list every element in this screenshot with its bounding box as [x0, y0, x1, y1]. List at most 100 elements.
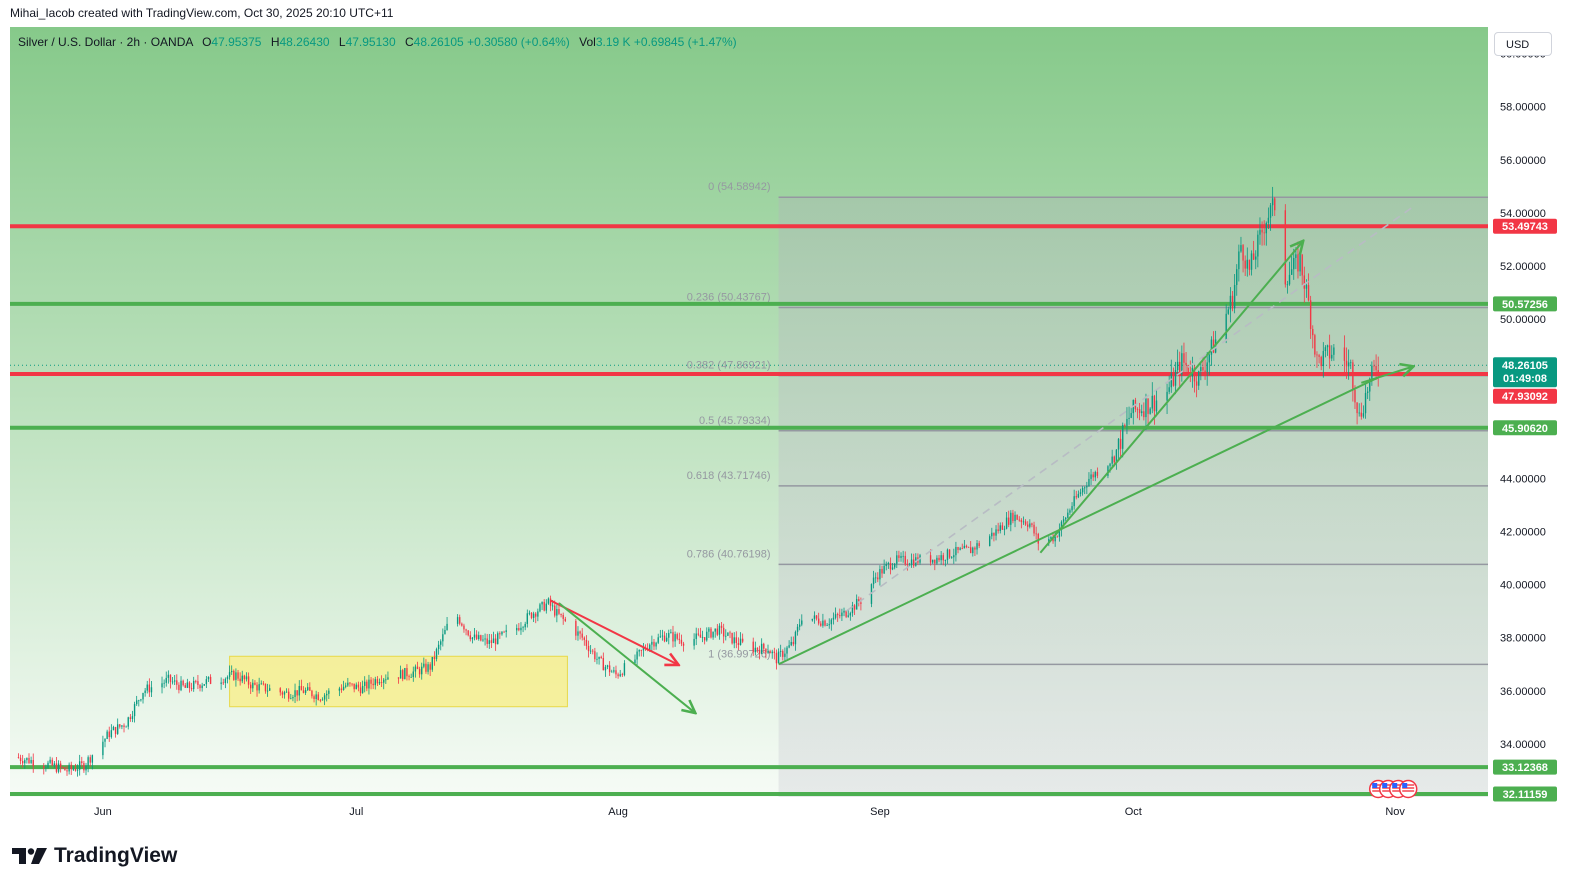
candle-body — [893, 563, 896, 568]
candle-body — [541, 601, 543, 605]
candle-body — [102, 741, 104, 756]
candle-body — [1322, 350, 1325, 367]
candle-body — [199, 685, 201, 689]
fib-label-0.618: 0.618 (43.71746) — [687, 470, 771, 482]
candle-body — [32, 759, 34, 767]
candle-body — [1012, 512, 1014, 522]
candle-body — [974, 547, 976, 550]
candle-body — [1122, 425, 1124, 449]
candle-body — [1244, 260, 1246, 269]
candle-body — [262, 683, 265, 685]
candle-body — [85, 765, 87, 771]
candle-body — [285, 691, 288, 693]
flag-canton — [1382, 783, 1388, 788]
candle-body — [676, 634, 678, 639]
candle-body — [264, 683, 267, 692]
candle-body — [205, 679, 208, 685]
fibonacci-retracement[interactable]: 0 (54.58942) 0.236 (50.43767) 0.382 (47.86… — [687, 181, 1488, 798]
candle-body — [1320, 356, 1322, 367]
candle-body — [245, 676, 248, 680]
candle-body — [1236, 269, 1238, 286]
candle-body — [385, 679, 387, 681]
candle-body — [896, 555, 898, 564]
candle-body — [1204, 370, 1206, 373]
candle-body — [967, 547, 970, 548]
volume-label: Vol — [579, 35, 596, 49]
candle-body — [26, 757, 28, 761]
candle-body — [173, 680, 176, 682]
candle-body — [754, 647, 757, 653]
candle-body — [727, 632, 729, 636]
candle-body — [562, 614, 564, 619]
candle-body — [1060, 521, 1063, 530]
trendline-4 — [1039, 242, 1302, 554]
candle-body — [1305, 285, 1308, 289]
volume-change: +0.69845 (+1.47%) — [633, 35, 737, 49]
candle-body — [1111, 456, 1113, 464]
candle-body — [1255, 256, 1257, 260]
candle-body — [1312, 328, 1314, 336]
symbol-name[interactable]: Silver / U.S. Dollar · 2h · OANDA — [18, 35, 193, 49]
candle-body — [718, 625, 721, 635]
candle-body — [623, 663, 626, 676]
candle-body — [820, 623, 822, 626]
candle-body — [845, 610, 847, 617]
candle-body — [577, 631, 579, 636]
candle-body — [946, 549, 949, 560]
time-axis[interactable]: Jun Jul Aug Sep Oct Nov — [94, 806, 1405, 818]
brand[interactable]: TradingView — [12, 844, 177, 868]
candle-body — [642, 647, 645, 651]
candle-body — [999, 525, 1001, 532]
candle-body — [1193, 367, 1196, 382]
candle-body — [235, 672, 237, 680]
candle-body — [826, 625, 828, 626]
candle-body — [328, 690, 330, 694]
candle-body — [516, 628, 518, 631]
candle-body — [1153, 395, 1156, 412]
candle-body — [378, 682, 381, 684]
candle-body — [959, 548, 961, 550]
candle-body — [1227, 309, 1229, 314]
candle-body — [135, 700, 138, 705]
horizontal-levels[interactable] — [10, 224, 1488, 797]
candle-body — [1326, 345, 1329, 348]
candle-body — [309, 687, 311, 691]
candle-body — [672, 632, 674, 642]
candle-body — [28, 757, 30, 764]
candle-body — [583, 637, 586, 640]
candle-body — [940, 555, 942, 561]
candle-body — [184, 685, 186, 688]
candle-body — [832, 617, 835, 620]
price-tick-label: 34.00000 — [1500, 739, 1546, 751]
candle-body — [912, 559, 915, 566]
candle-body — [68, 764, 70, 772]
economic-events[interactable] — [1368, 779, 1418, 799]
candle-body — [889, 562, 892, 570]
candle-body — [292, 697, 294, 699]
currency-button[interactable]: USD — [1494, 32, 1552, 56]
candle-body — [19, 757, 22, 761]
candle-body — [695, 633, 697, 639]
candle-body — [484, 638, 486, 640]
candle-body — [1360, 412, 1363, 417]
candle-body — [1295, 254, 1297, 259]
price-chart[interactable]: 0 (54.58942) 0.236 (50.43767) 0.382 (47.86… — [10, 27, 1558, 825]
candle-body — [539, 604, 541, 612]
candle-body — [655, 642, 657, 647]
candle-body — [192, 680, 195, 690]
candle-body — [944, 559, 947, 561]
candle-body — [355, 684, 357, 690]
candle-body — [714, 628, 716, 632]
candle-body — [1229, 295, 1232, 310]
candle-body — [710, 628, 712, 638]
candle-body — [1206, 362, 1208, 373]
price-axis-background — [1488, 27, 1558, 797]
trendlines[interactable] — [550, 206, 1412, 712]
candle-body — [579, 631, 581, 634]
candle-body — [735, 637, 738, 643]
candle-body — [1113, 456, 1115, 463]
candle-body — [1257, 234, 1259, 257]
candle-body — [300, 685, 303, 691]
candle-body — [486, 638, 488, 644]
candle-body — [841, 612, 843, 617]
